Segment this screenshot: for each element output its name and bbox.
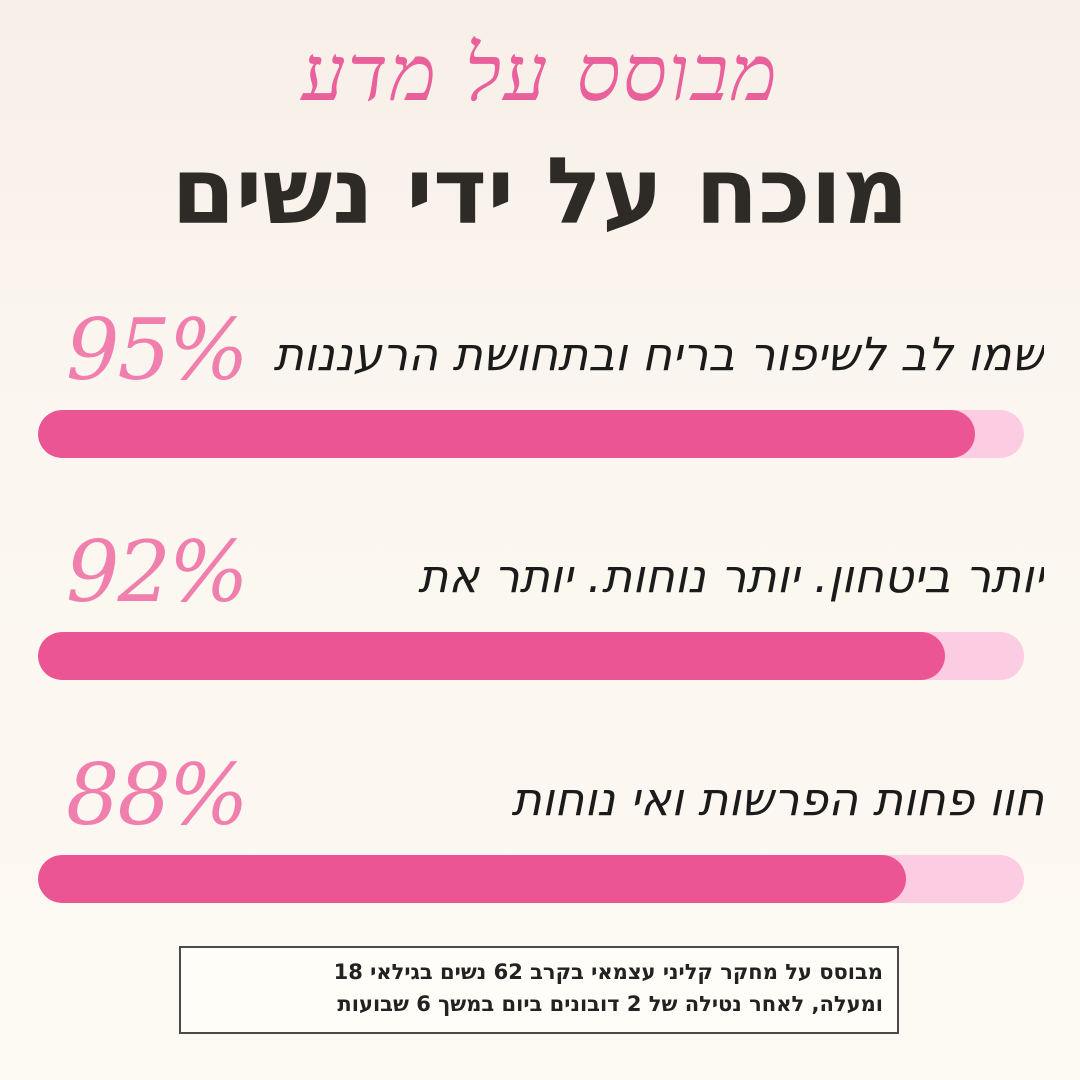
progress-fill <box>38 632 946 680</box>
stat-description: יותר ביטחון. יותר נוחות. יותר את <box>418 549 1044 603</box>
stat-percent: 92% <box>66 523 249 621</box>
progress-track <box>38 410 1024 458</box>
progress-fill <box>38 410 975 458</box>
stat-block-1: 95% שמו לב לשיפור בריח ובתחושת הרעננות <box>0 300 1080 460</box>
footnote-line-1: מבוסס על מחקר קליני עצמאי בקרב 62 נשים ב… <box>333 960 883 984</box>
progress-track <box>38 632 1024 680</box>
progress-fill <box>38 855 906 903</box>
stat-block-2: 92% יותר ביטחון. יותר נוחות. יותר את <box>0 522 1080 682</box>
progress-track <box>38 855 1024 903</box>
stat-percent: 95% <box>66 301 249 399</box>
stat-description: חוו פחות הפרשות ואי נוחות <box>511 772 1044 826</box>
stat-block-3: 88% חוו פחות הפרשות ואי נוחות <box>0 745 1080 905</box>
stat-percent: 88% <box>66 746 249 844</box>
study-footnote: מבוסס על מחקר קליני עצמאי בקרב 62 נשים ב… <box>179 946 899 1034</box>
stat-description: שמו לב לשיפור בריח ובתחושת הרעננות <box>273 327 1044 381</box>
script-title: מבוסס על מדע <box>301 29 779 119</box>
footnote-line-2: ומעלה, לאחר נטילה של 2 דובונים ביום במשך… <box>337 992 883 1016</box>
main-title: מוכח על ידי נשים <box>171 138 909 245</box>
